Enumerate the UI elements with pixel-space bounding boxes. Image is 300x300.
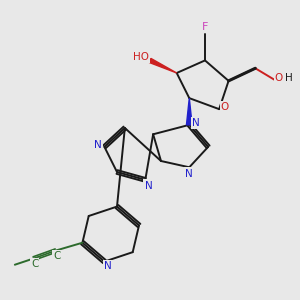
Text: N: N <box>94 140 102 150</box>
Text: HO: HO <box>133 52 149 62</box>
Text: O: O <box>275 73 283 83</box>
Text: H: H <box>284 74 292 84</box>
Polygon shape <box>187 98 192 125</box>
Text: C: C <box>53 251 60 261</box>
Text: N: N <box>185 169 193 178</box>
Text: H: H <box>285 73 293 83</box>
Text: F: F <box>202 22 208 32</box>
Text: N: N <box>145 181 152 190</box>
Polygon shape <box>149 58 177 73</box>
Text: N: N <box>104 261 112 271</box>
Text: C: C <box>31 259 38 269</box>
Text: N: N <box>192 118 200 128</box>
Text: O: O <box>221 102 229 112</box>
